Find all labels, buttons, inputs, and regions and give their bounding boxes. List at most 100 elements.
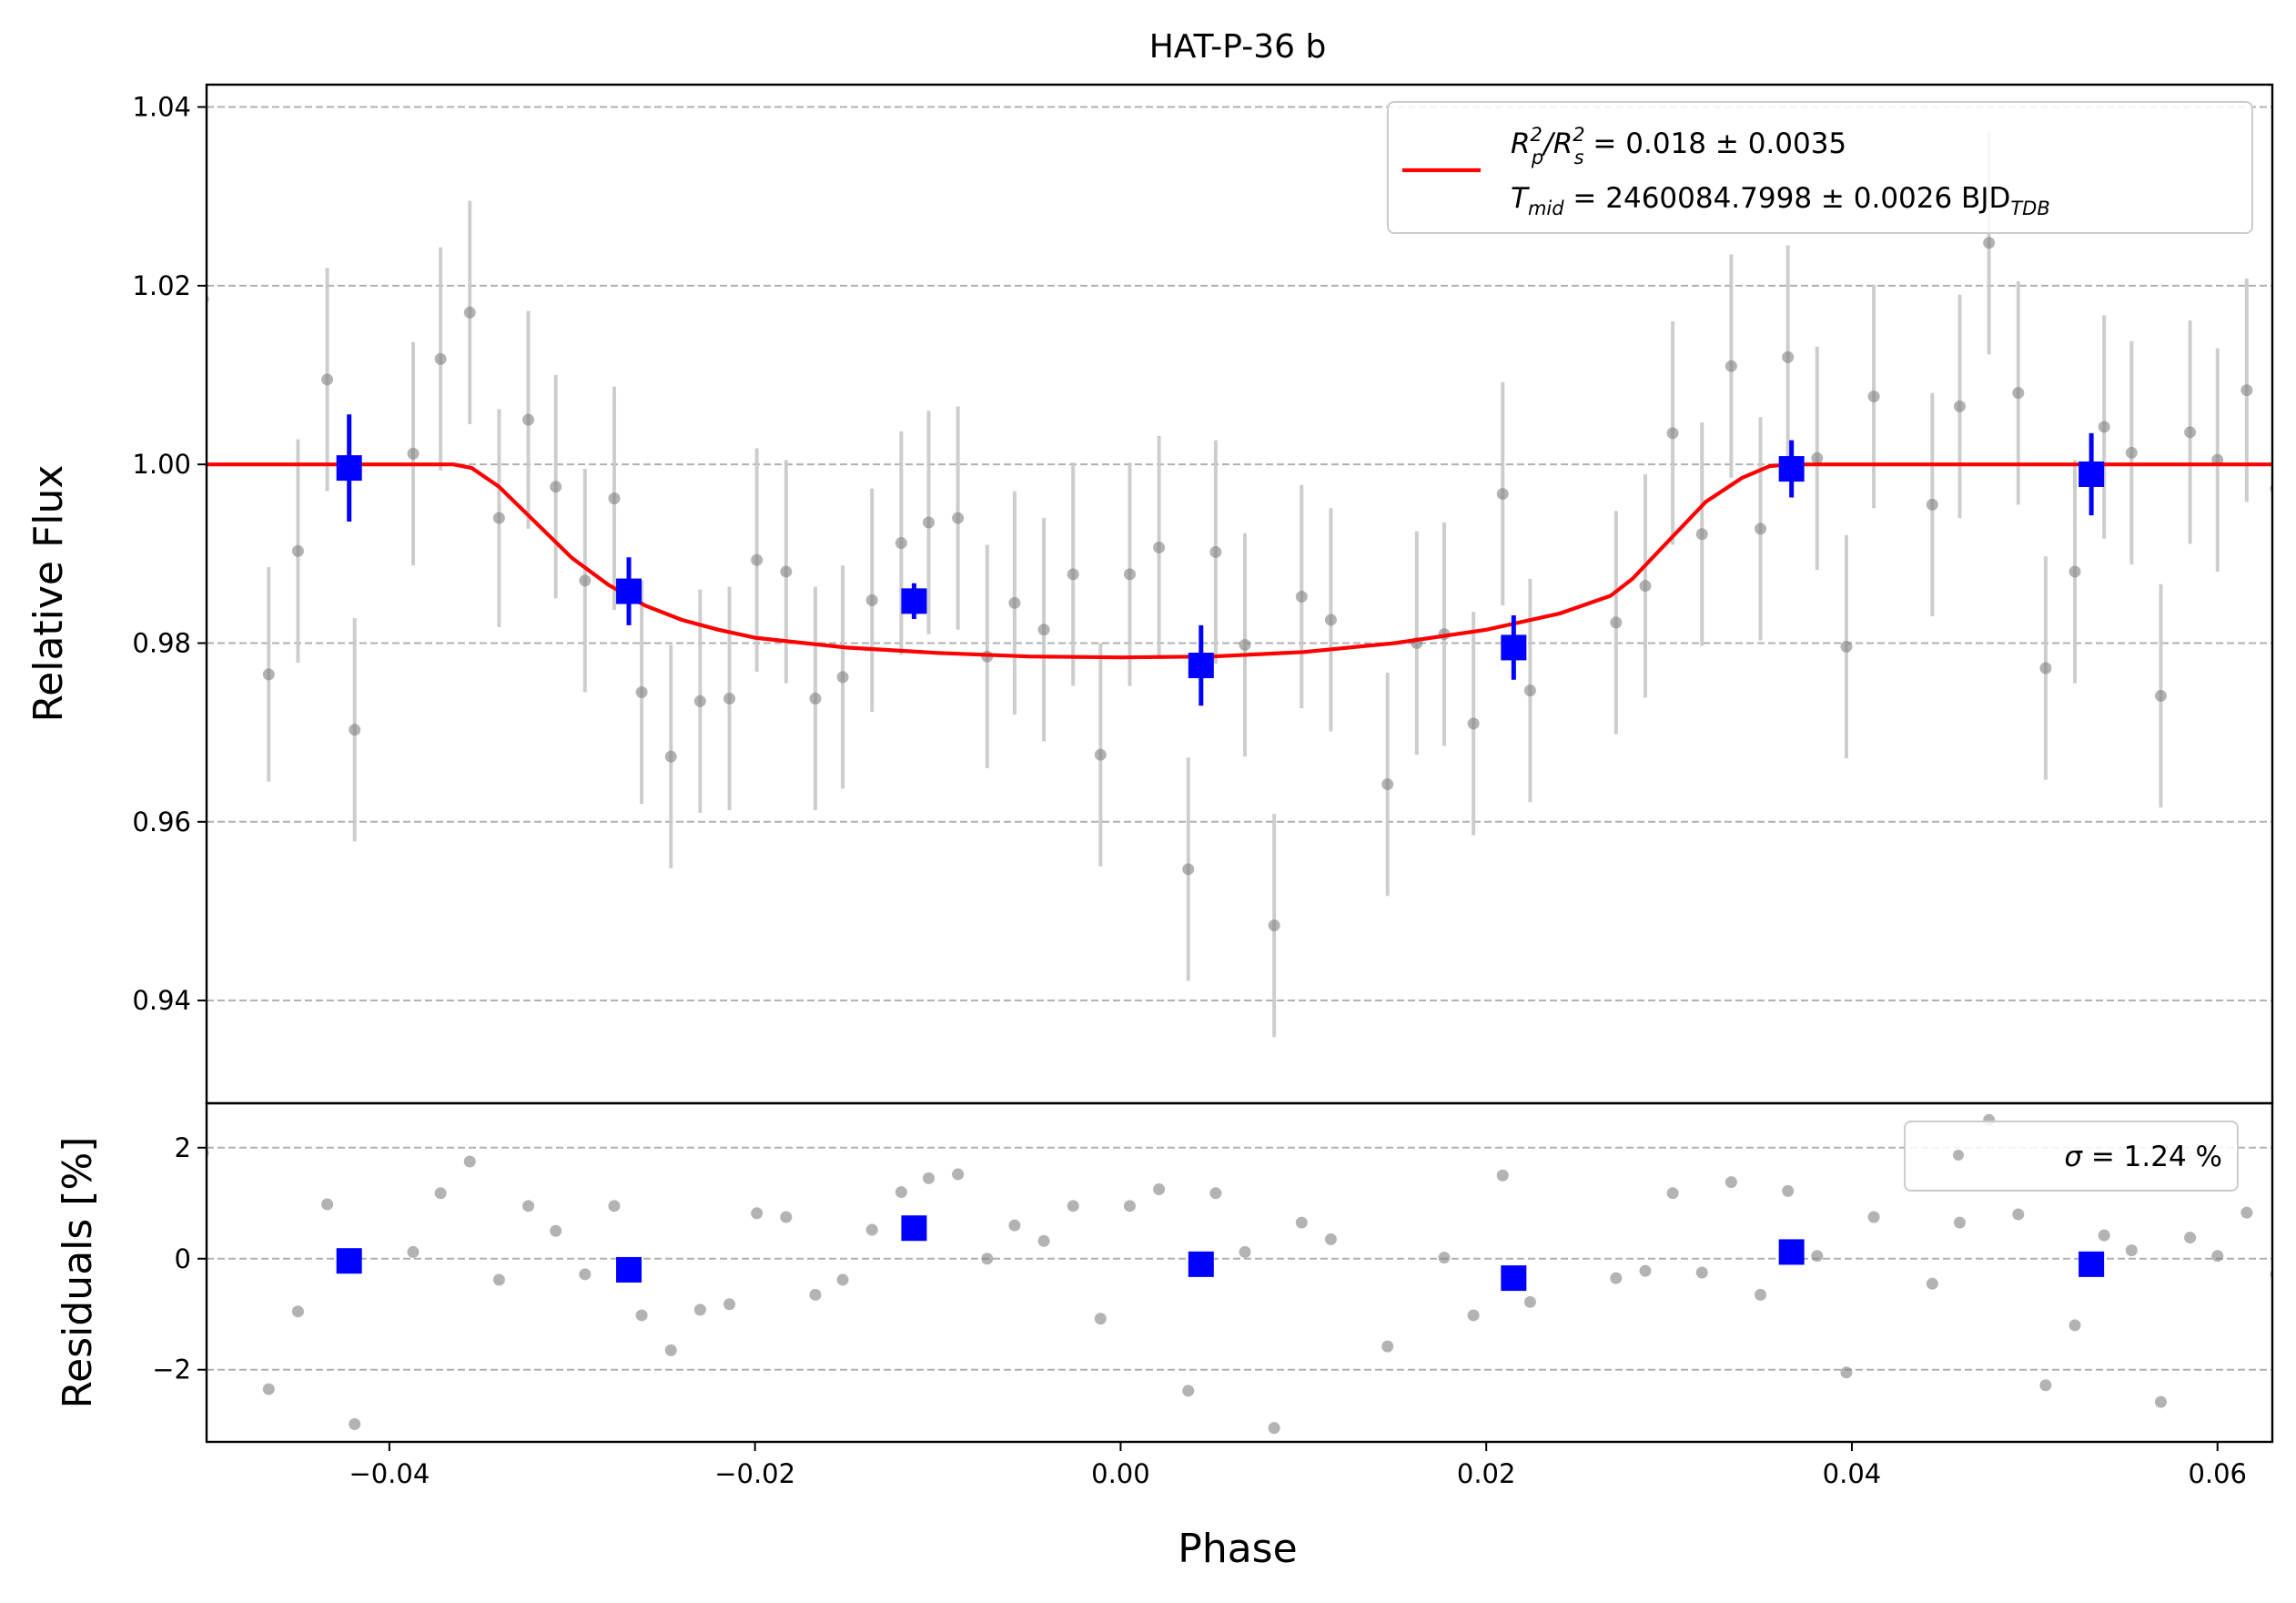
raw-point [1182,863,1195,876]
residual-raw-point [751,1207,764,1220]
residual-raw-point [1610,1272,1623,1284]
residual-raw-point [2098,1229,2110,1242]
raw-point [1008,596,1021,609]
raw-point [922,516,935,529]
raw-point [1725,360,1737,372]
raw-point [723,692,736,705]
legend-radius-ratio: R2 p/R2 s = 0.018 ± 0.0035 [1511,124,1846,168]
residuals-legend-box [1904,1121,2239,1192]
raw-point [2184,426,2197,439]
residuals-legend: σ = 1.24 % [1904,1121,2239,1192]
residual-binned-point [1188,1251,1214,1277]
raw-point [1123,568,1136,581]
residual-raw-point [1496,1169,1509,1182]
residuals-legend-marker [1953,1150,1964,1161]
raw-point [1755,522,1767,535]
raw-point [550,481,562,493]
residual-raw-point [1953,1216,1966,1229]
residual-raw-points [207,1113,2272,1435]
raw-point [2012,387,2025,400]
residual-raw-point [952,1168,965,1181]
raw-point [2098,421,2110,433]
raw-point [1782,350,1795,363]
raw-point [1695,528,1708,541]
residual-raw-point [1840,1366,1853,1379]
flux-y-tick-label: 1.00 [132,449,191,480]
residuals-y-tick-label: 2 [175,1132,191,1163]
residual-raw-point [1324,1233,1337,1245]
raw-point [262,668,275,681]
residual-raw-point [1239,1245,1251,1258]
raw-point [836,671,849,684]
residual-raw-point [262,1383,275,1395]
raw-point [895,537,907,550]
residual-raw-point [809,1288,822,1301]
residual-raw-point [1381,1340,1394,1353]
raw-point [1067,568,1079,581]
raw-point [1239,638,1251,651]
raw-point [1324,614,1337,626]
raw-point [1811,451,1824,464]
residual-binned-point [1778,1239,1805,1265]
residual-raw-point [664,1344,677,1356]
raw-point [2240,384,2253,397]
residual-raw-point [434,1187,447,1200]
residual-raw-point [1639,1264,1652,1277]
phase-x-tick-label: 0.00 [1091,1458,1150,1489]
residual-raw-point [1467,1309,1480,1322]
residual-raw-point [2012,1208,2025,1221]
raw-point [1639,580,1652,593]
phase-x-ticks: −0.04 −0.02 0.00 0.02 0.04 0.06 [349,1442,2247,1489]
raw-point [608,492,621,504]
raw-point [1953,400,1966,412]
raw-point [1666,427,1679,440]
raw-point [1523,685,1536,697]
residual-binned-point [901,1215,927,1242]
residual-raw-point [2068,1319,2081,1332]
raw-point [865,594,878,606]
residual-raw-point [321,1198,334,1211]
residual-raw-point [291,1305,304,1318]
raw-point [407,447,420,460]
residual-raw-point [1209,1187,1222,1200]
raw-point [1295,590,1308,603]
raw-point [321,373,334,386]
flux-y-ticks: 0.94 0.96 0.98 1.00 1.02 1.04 [132,92,207,1016]
residual-raw-point [1725,1176,1737,1189]
residual-binned-points [336,1215,2105,1292]
residual-raw-point [522,1200,535,1212]
raw-point [1094,748,1107,761]
residuals-y-tick-label: −2 [152,1354,191,1385]
residuals-panel: −2 0 2 σ = 1.24 % [152,1101,2274,1444]
residuals-sigma-label: σ = 1.24 % [2064,1141,2222,1173]
binned-point [901,588,927,614]
residual-raw-point [2240,1206,2253,1219]
flux-plot-area [207,131,2272,1038]
raw-point [2039,662,2052,675]
residual-raw-point [2154,1395,2167,1408]
residual-raw-point [981,1253,994,1265]
raw-point [1840,640,1853,653]
raw-point [434,352,447,365]
binned-point [616,578,642,604]
residual-raw-point [895,1186,907,1199]
raw-point [579,574,592,587]
raw-point [664,750,677,763]
raw-point [780,565,793,578]
flux-legend: R2 p/R2 s = 0.018 ± 0.0035 Tmid = 2460084.… [1387,101,2253,234]
residual-raw-point [550,1224,562,1237]
chart-title: HAT-P-36 b [1149,28,1327,66]
residual-binned-point [336,1248,362,1274]
raw-point [1037,624,1050,636]
raw-point [1153,541,1166,553]
residual-binned-point [2079,1251,2105,1277]
residual-raw-point [1867,1211,1880,1223]
residual-binned-point [616,1256,642,1283]
residual-raw-point [1523,1295,1536,1308]
residual-raw-point [407,1245,420,1258]
residual-raw-point [2039,1379,2052,1392]
flux-panel: 0.94 0.96 0.98 1.00 1.02 1.04 R2 p/R2 s = 0.018… [132,83,2274,1105]
legend-mid-time: Tmid = 2460084.7998 ± 0.0026 BJDTDB [1511,182,2050,219]
residual-raw-point [2184,1232,2197,1244]
